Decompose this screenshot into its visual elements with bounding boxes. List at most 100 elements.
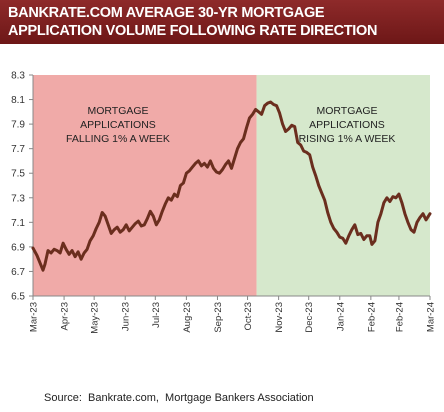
- data-point: [230, 167, 233, 170]
- data-point: [314, 174, 317, 177]
- y-tick-label: 7.1: [11, 218, 25, 229]
- region-label-line: MORTGAGE: [87, 105, 148, 117]
- data-point: [224, 163, 227, 166]
- x-tick-label: Feb-24: [366, 302, 377, 332]
- region-label-line: RISING 1% A WEEK: [299, 133, 396, 145]
- region-falling: [33, 75, 257, 296]
- data-point: [330, 221, 332, 224]
- x-tick-label: Jun-23: [121, 302, 132, 331]
- series-group: [31, 100, 432, 272]
- data-point: [56, 249, 58, 252]
- data-point: [158, 219, 161, 221]
- data-point: [164, 203, 167, 205]
- data-point: [348, 235, 350, 237]
- data-point: [278, 112, 281, 114]
- data-point: [266, 102, 269, 104]
- data-point: [383, 201, 385, 204]
- title-bar: BANKRATE.COM AVERAGE 30-YR MORTGAGE APPL…: [0, 0, 444, 44]
- data-point: [413, 231, 415, 233]
- data-point: [71, 249, 73, 252]
- data-point: [92, 235, 94, 237]
- data-point: [422, 212, 424, 215]
- data-point: [65, 248, 67, 251]
- data-point: [113, 228, 115, 231]
- data-point: [386, 197, 388, 199]
- data-point: [146, 217, 149, 220]
- data-point: [392, 195, 394, 198]
- shaded-regions: [33, 75, 430, 296]
- data-point: [302, 150, 305, 152]
- data-point: [161, 210, 164, 213]
- data-point: [410, 228, 412, 231]
- data-point: [209, 160, 212, 162]
- data-point: [380, 212, 382, 215]
- data-point: [371, 243, 373, 246]
- data-point: [260, 113, 263, 116]
- data-point: [239, 141, 242, 144]
- data-point: [74, 255, 76, 258]
- data-point: [122, 228, 124, 231]
- data-point: [59, 252, 61, 254]
- data-point: [206, 166, 209, 168]
- data-point: [351, 228, 353, 231]
- data-point: [374, 240, 376, 242]
- data-point: [42, 269, 44, 272]
- data-point: [269, 101, 272, 103]
- data-point: [128, 230, 130, 232]
- data-point: [131, 226, 134, 228]
- axes: 6.5 6.7 6.9 7.1 7.3 7.5 7.7 7.9 8.1 8.3 Mar-23 Apr-…: [11, 71, 436, 334]
- data-point: [218, 172, 221, 174]
- region-rising: [256, 75, 430, 296]
- data-point: [179, 184, 182, 187]
- data-point: [320, 192, 323, 194]
- data-point: [155, 224, 158, 226]
- data-point: [170, 199, 173, 201]
- chart-title-line-1: BANKRATE.COM AVERAGE 30-YR MORTGAGE: [8, 5, 325, 21]
- data-point: [125, 224, 127, 226]
- data-point: [245, 127, 248, 129]
- data-point: [242, 138, 245, 140]
- data-point: [275, 104, 278, 107]
- data-point: [416, 221, 418, 224]
- data-point: [233, 157, 236, 160]
- data-point: [419, 216, 421, 219]
- data-point: [263, 104, 266, 107]
- data-point: [308, 154, 311, 156]
- data-point: [398, 193, 400, 195]
- data-point: [395, 197, 397, 199]
- y-tick-label: 8.1: [11, 95, 25, 106]
- data-point: [212, 167, 215, 170]
- x-tick-label: Oct-23: [243, 302, 254, 331]
- data-point: [182, 182, 185, 184]
- y-tick-label: 6.9: [11, 242, 25, 253]
- data-point: [248, 117, 251, 119]
- y-tick-label: 7.7: [11, 144, 25, 155]
- data-point: [137, 220, 140, 222]
- data-point: [339, 236, 341, 238]
- data-point: [354, 224, 356, 226]
- data-point: [77, 251, 79, 253]
- data-point: [167, 197, 170, 199]
- data-point: [299, 144, 302, 146]
- source-note: Source: Bankrate.com, Mortgage Bankers A…: [44, 392, 314, 404]
- chart-title-line-2: APPLICATION VOLUME FOLLOWING RATE DIRECT…: [8, 23, 378, 39]
- data-point: [86, 248, 88, 251]
- data-point: [357, 233, 359, 236]
- data-point: [323, 199, 326, 201]
- data-point: [36, 254, 38, 257]
- x-tick-label: Feb-24: [394, 302, 405, 332]
- data-point: [366, 235, 368, 237]
- data-point: [311, 166, 314, 168]
- data-point: [281, 123, 284, 125]
- x-tick-label: Apr-23: [60, 302, 71, 331]
- data-point: [194, 162, 197, 165]
- data-point: [188, 170, 191, 172]
- data-point: [119, 231, 121, 233]
- region-label-line: APPLICATIONS: [309, 119, 385, 131]
- y-tick-label: 6.7: [11, 267, 25, 278]
- data-point: [401, 201, 403, 204]
- data-point: [377, 221, 379, 224]
- data-point: [62, 242, 64, 244]
- x-tick-label: Mar-23: [29, 302, 40, 332]
